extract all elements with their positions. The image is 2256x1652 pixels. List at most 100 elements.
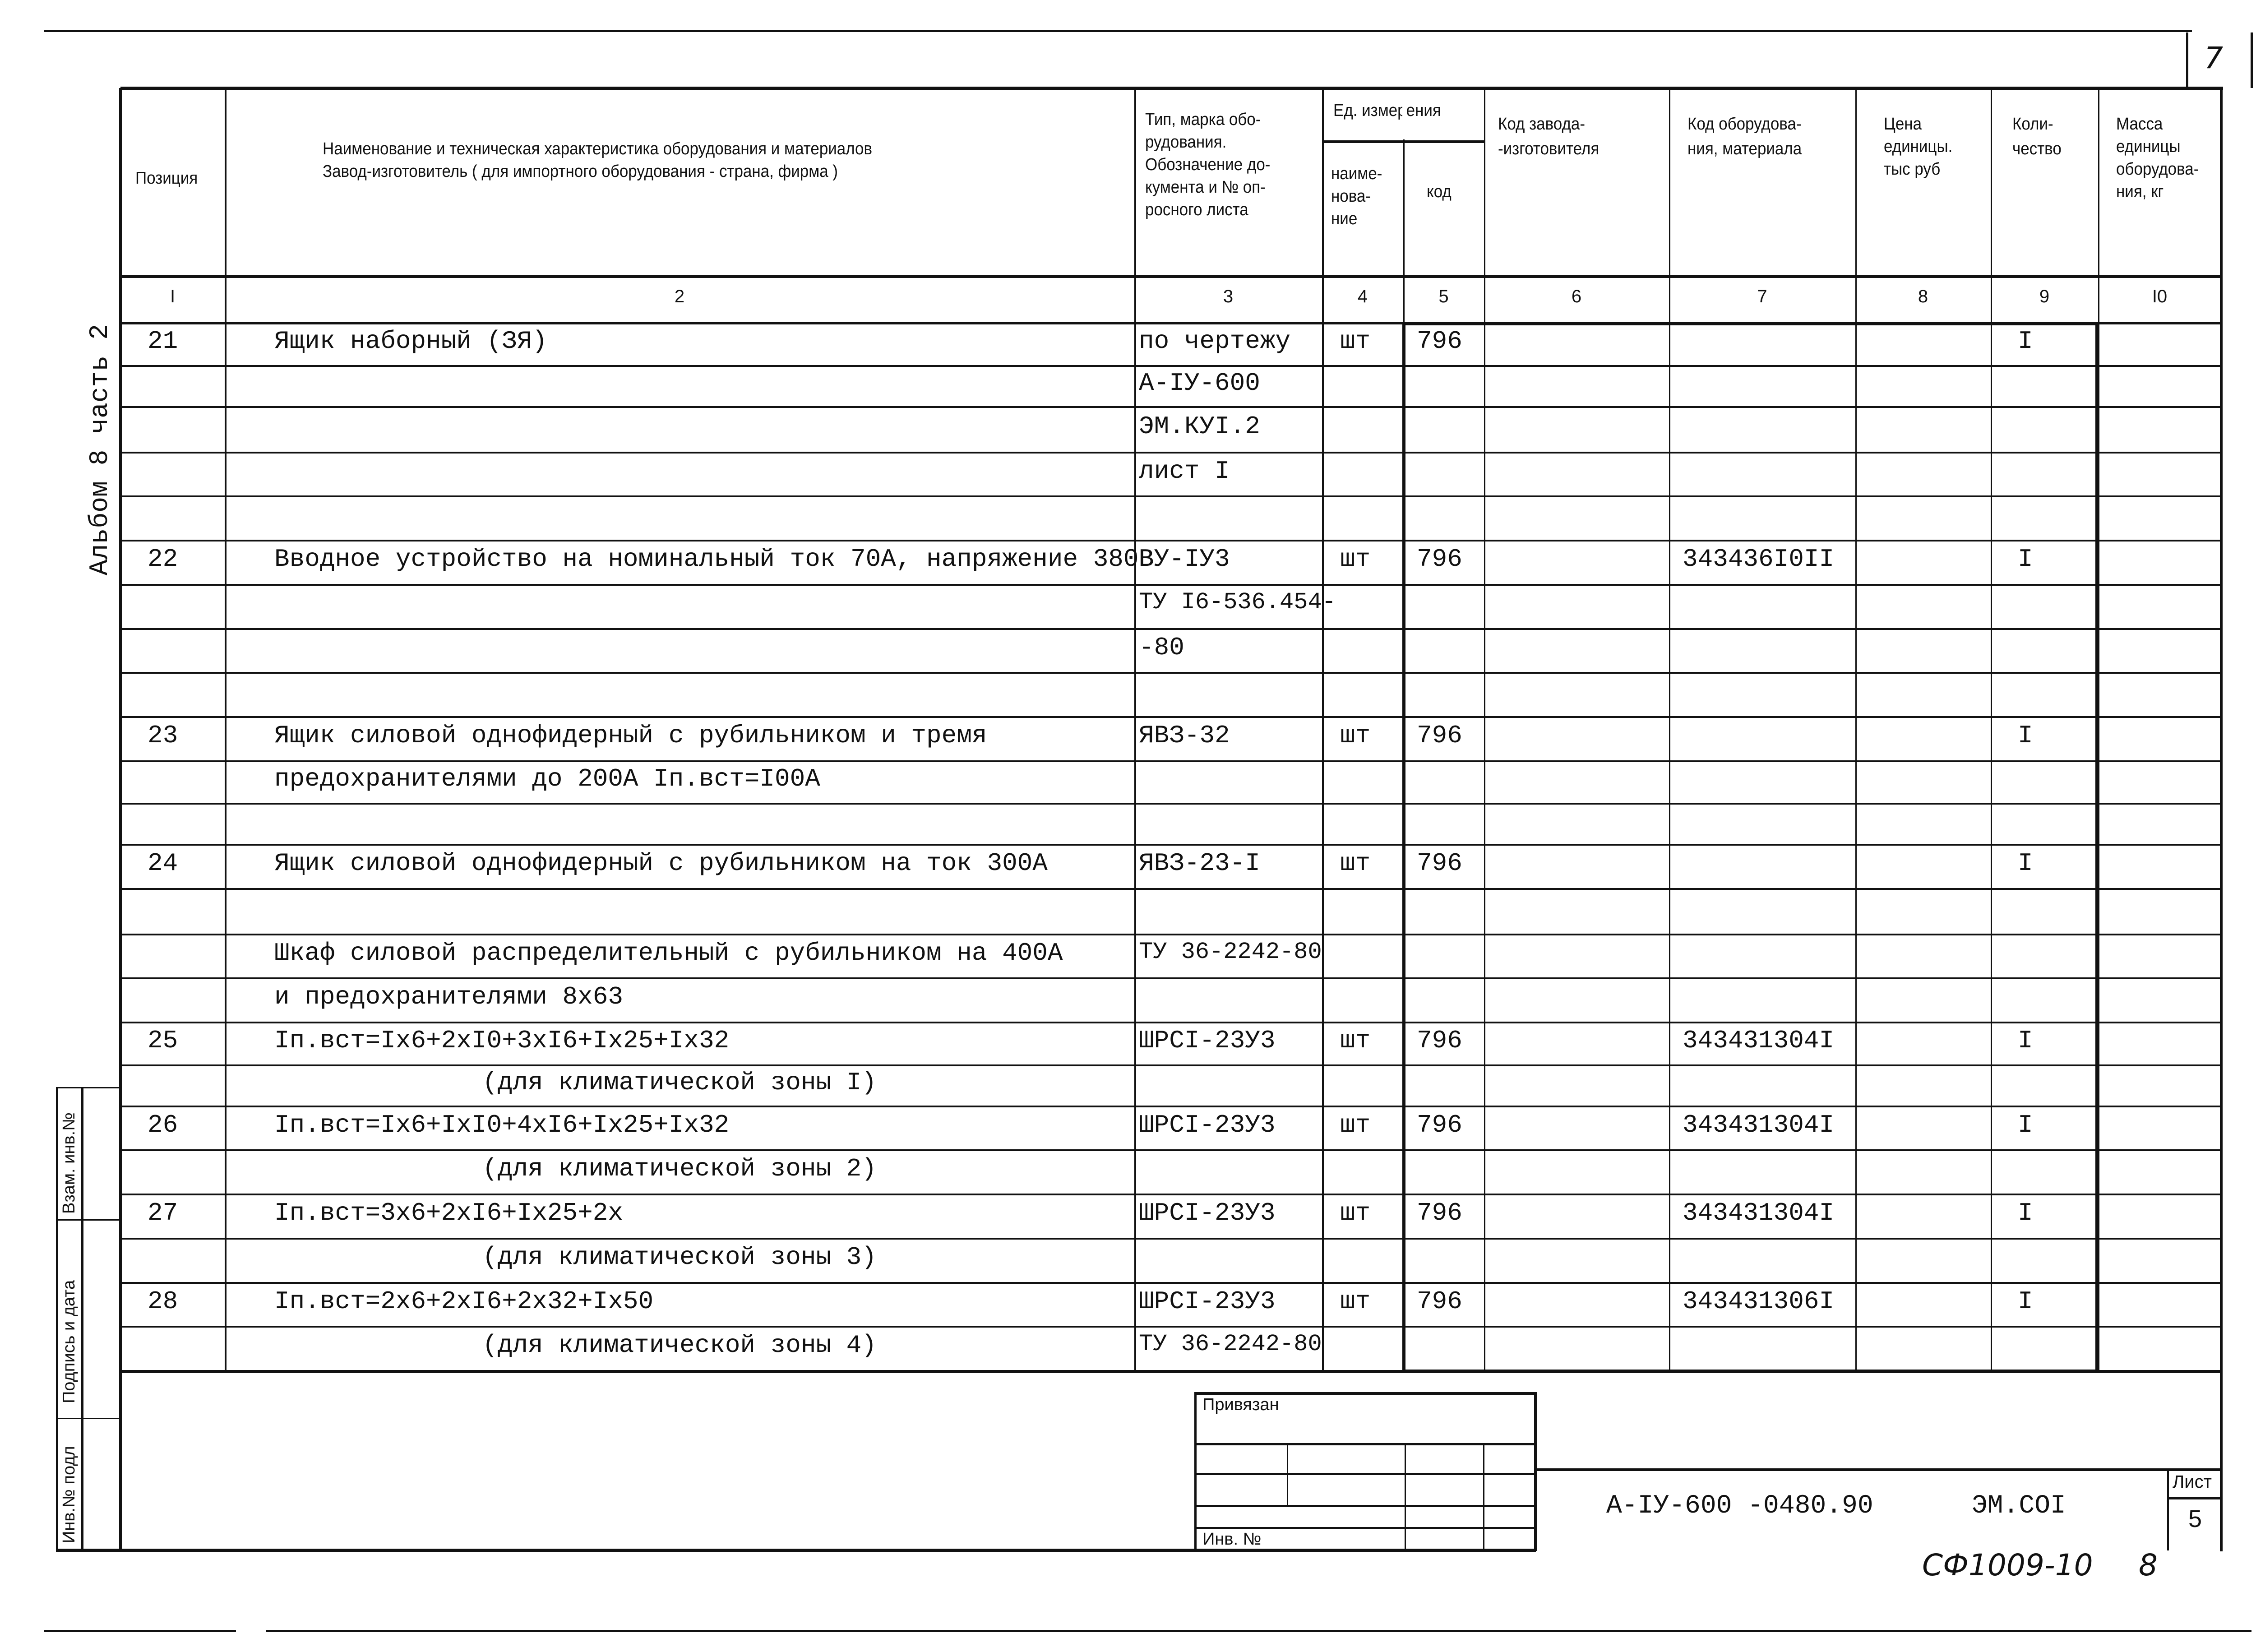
- header-mass: оборудова-: [2116, 160, 2199, 179]
- header-name: Наименование и техническая характеристик…: [323, 139, 873, 158]
- header-type: рудования.: [1145, 133, 1227, 152]
- header-quantity: Коли-: [2012, 115, 2053, 134]
- document-code: А-IУ-600 -0480.90: [1606, 1491, 1873, 1521]
- cell-type: ВУ-IУ3: [1139, 545, 1230, 574]
- cell-equipment-code: 343431304I: [1683, 1110, 1835, 1139]
- header-factory-code: Код завода-: [1498, 115, 1585, 134]
- bottom-rule-right: [266, 1630, 2251, 1632]
- side-stamp-left: [56, 1087, 58, 1550]
- header-type: кумента и № оп-: [1145, 178, 1266, 197]
- grid-line: [1484, 88, 1485, 1371]
- cell-unit: шт: [1340, 1199, 1371, 1227]
- grid-line: [1855, 88, 1857, 1371]
- cell-type: А-IУ-600: [1139, 368, 1260, 398]
- cell-quantity: I: [2018, 1110, 2033, 1139]
- grid-line: [120, 1326, 2221, 1328]
- grid-line: [120, 1238, 2221, 1240]
- grid-line: [120, 1106, 2221, 1107]
- cell-name: Ящик силовой однофидерный с рубильником …: [274, 721, 987, 750]
- cell-type: ШРСI-23У3: [1139, 1026, 1276, 1055]
- grid-line: [120, 888, 2221, 890]
- cell-unit: шт: [1340, 1286, 1371, 1316]
- header-unit-name: нова-: [1331, 187, 1371, 206]
- cell-unit-code: 796: [1417, 1286, 1462, 1316]
- grid-line: [120, 495, 2221, 497]
- cell-name: Iп.вст=3х6+2хI6+Iх25+2х: [274, 1199, 623, 1227]
- grid-line: [1322, 88, 1324, 1371]
- cell-name: Ящик силовой однофидерный с рубильником …: [274, 849, 1048, 878]
- cell-quantity: I: [2018, 1286, 2033, 1316]
- cell-name: (для климатической зоны I): [482, 1068, 877, 1097]
- grid-line: [120, 584, 2221, 586]
- frame-left: [119, 88, 122, 1551]
- cell-equipment-code: 343431304I: [1683, 1199, 1835, 1227]
- header-type: росного листа: [1145, 200, 1248, 219]
- cell-equipment-code: 343431306I: [1683, 1286, 1835, 1316]
- cell-name: Вводное устройство на номинальный ток 70…: [274, 545, 1154, 574]
- grid-line: [1403, 1370, 2096, 1373]
- cell-position: 24: [148, 849, 178, 878]
- bound-label: Привязан: [1202, 1395, 1279, 1414]
- header-factory-code: -изготовителя: [1498, 139, 1600, 158]
- grid-line: [120, 1022, 2221, 1023]
- grid-line: [1322, 140, 1484, 143]
- cell-type: ШРСI-23У3: [1139, 1286, 1276, 1316]
- header-equipment-code: ния, материала: [1687, 139, 1802, 158]
- replaced-inv-label: Взам. инв.№: [60, 1112, 79, 1214]
- cell-unit: шт: [1340, 1110, 1371, 1139]
- cell-position: 26: [148, 1110, 178, 1139]
- frame-right: [2220, 88, 2223, 1551]
- cell-name: (для климатической зоны 3): [482, 1243, 877, 1272]
- cell-type: ЭМ.КУI.2: [1139, 412, 1260, 441]
- cell-name: Шкаф силовой распределительный с рубильн…: [274, 938, 1063, 967]
- top-rule: [44, 30, 2192, 32]
- grid-line: [120, 1370, 2221, 1373]
- grid-line: [120, 1064, 2221, 1066]
- sheet-label: Лист: [2173, 1472, 2212, 1492]
- bottom-rule-left: [44, 1630, 236, 1632]
- grid-line: [1991, 88, 1992, 1371]
- column-number: I0: [2152, 287, 2168, 306]
- corner-box-left: [2186, 32, 2188, 88]
- corner-box-right: [2251, 32, 2253, 88]
- header-price: тыс руб: [1884, 160, 1941, 179]
- side-stamp-mid: [81, 1087, 83, 1550]
- cell-equipment-code: 343436I0II: [1683, 545, 1835, 574]
- cell-unit-code: 796: [1417, 721, 1462, 750]
- cell-quantity: I: [2018, 721, 2033, 750]
- cell-unit-code: 796: [1417, 545, 1462, 574]
- header-type: Обозначение до-: [1145, 155, 1271, 174]
- cell-unit: шт: [1340, 721, 1371, 750]
- cell-type: ШРСI-23У3: [1139, 1110, 1276, 1139]
- cell-unit: шт: [1340, 545, 1371, 574]
- cell-name: Iп.вст=2х6+2хI6+2х32+Iх50: [274, 1286, 654, 1316]
- cell-name: (для климатической зоны 2): [482, 1154, 877, 1183]
- cell-type: -80: [1139, 633, 1184, 662]
- cell-type: ЯВЗ-23-I: [1139, 849, 1260, 878]
- cell-unit-code: 796: [1417, 1026, 1462, 1055]
- grid-line: [2098, 88, 2099, 1371]
- header-unit: Ед. измерения: [1333, 101, 1441, 120]
- cell-quantity: I: [2018, 545, 2033, 574]
- cell-type: ЯВЗ-32: [1139, 721, 1230, 750]
- cell-unit-code: 796: [1417, 326, 1462, 356]
- cell-unit-code: 796: [1417, 849, 1462, 878]
- corner-sheet-number: 7: [2204, 41, 2223, 75]
- cell-unit: шт: [1340, 1026, 1371, 1055]
- grid-line: [1669, 88, 1670, 1371]
- cell-position: 27: [148, 1199, 178, 1227]
- grid-line: [120, 1149, 2221, 1151]
- grid-line: [1134, 88, 1136, 1371]
- grid-line: [120, 406, 2221, 408]
- side-stamp-div2: [56, 1418, 120, 1419]
- frame-top: [120, 87, 2223, 90]
- cell-type: ТУ 36-2242-80: [1139, 1331, 1322, 1357]
- cell-quantity: I: [2018, 849, 2033, 878]
- cell-unit-code: 796: [1417, 1110, 1462, 1139]
- header-price: единицы.: [1884, 137, 1953, 156]
- header-mass: единицы: [2116, 137, 2181, 156]
- inv-number-label: Инв. №: [1202, 1530, 1262, 1549]
- header-unit-name: ние: [1331, 209, 1358, 228]
- header-type: Тип, марка обо-: [1145, 110, 1261, 129]
- cell-name: Ящик наборный (ЗЯ): [274, 326, 547, 356]
